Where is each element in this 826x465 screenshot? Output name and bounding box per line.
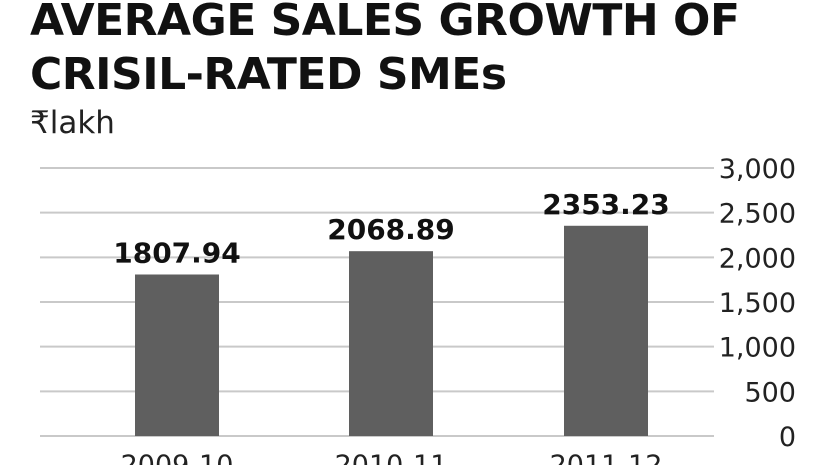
chart-title: AVERAGE SALES GROWTH OF CRISIL-RATED SME… xyxy=(30,0,740,102)
y-tick-label: 2,500 xyxy=(719,199,796,230)
y-tick-label: 1,500 xyxy=(719,288,796,319)
data-label: 2353.23 xyxy=(542,188,670,221)
unit-label: ₹lakh xyxy=(30,105,115,141)
data-label: 1807.94 xyxy=(113,236,241,269)
x-category-label: 2010-11 xyxy=(335,450,448,465)
bar xyxy=(564,225,648,436)
bar xyxy=(349,251,433,436)
y-tick-label: 2,000 xyxy=(719,243,796,274)
y-tick-label: 3,000 xyxy=(719,154,796,185)
data-label: 2068.89 xyxy=(327,213,455,246)
chart-title-line-2: CRISIL-RATED SMEs xyxy=(30,49,507,100)
bar xyxy=(135,274,219,436)
x-category-label: 2011-12 xyxy=(550,450,663,465)
y-tick-label: 500 xyxy=(744,377,796,408)
x-category-label: 2009-10 xyxy=(121,450,234,465)
y-tick-label: 1,000 xyxy=(719,333,796,364)
chart-title-line-1: AVERAGE SALES GROWTH OF xyxy=(30,0,740,46)
y-tick-label: 0 xyxy=(779,422,796,453)
